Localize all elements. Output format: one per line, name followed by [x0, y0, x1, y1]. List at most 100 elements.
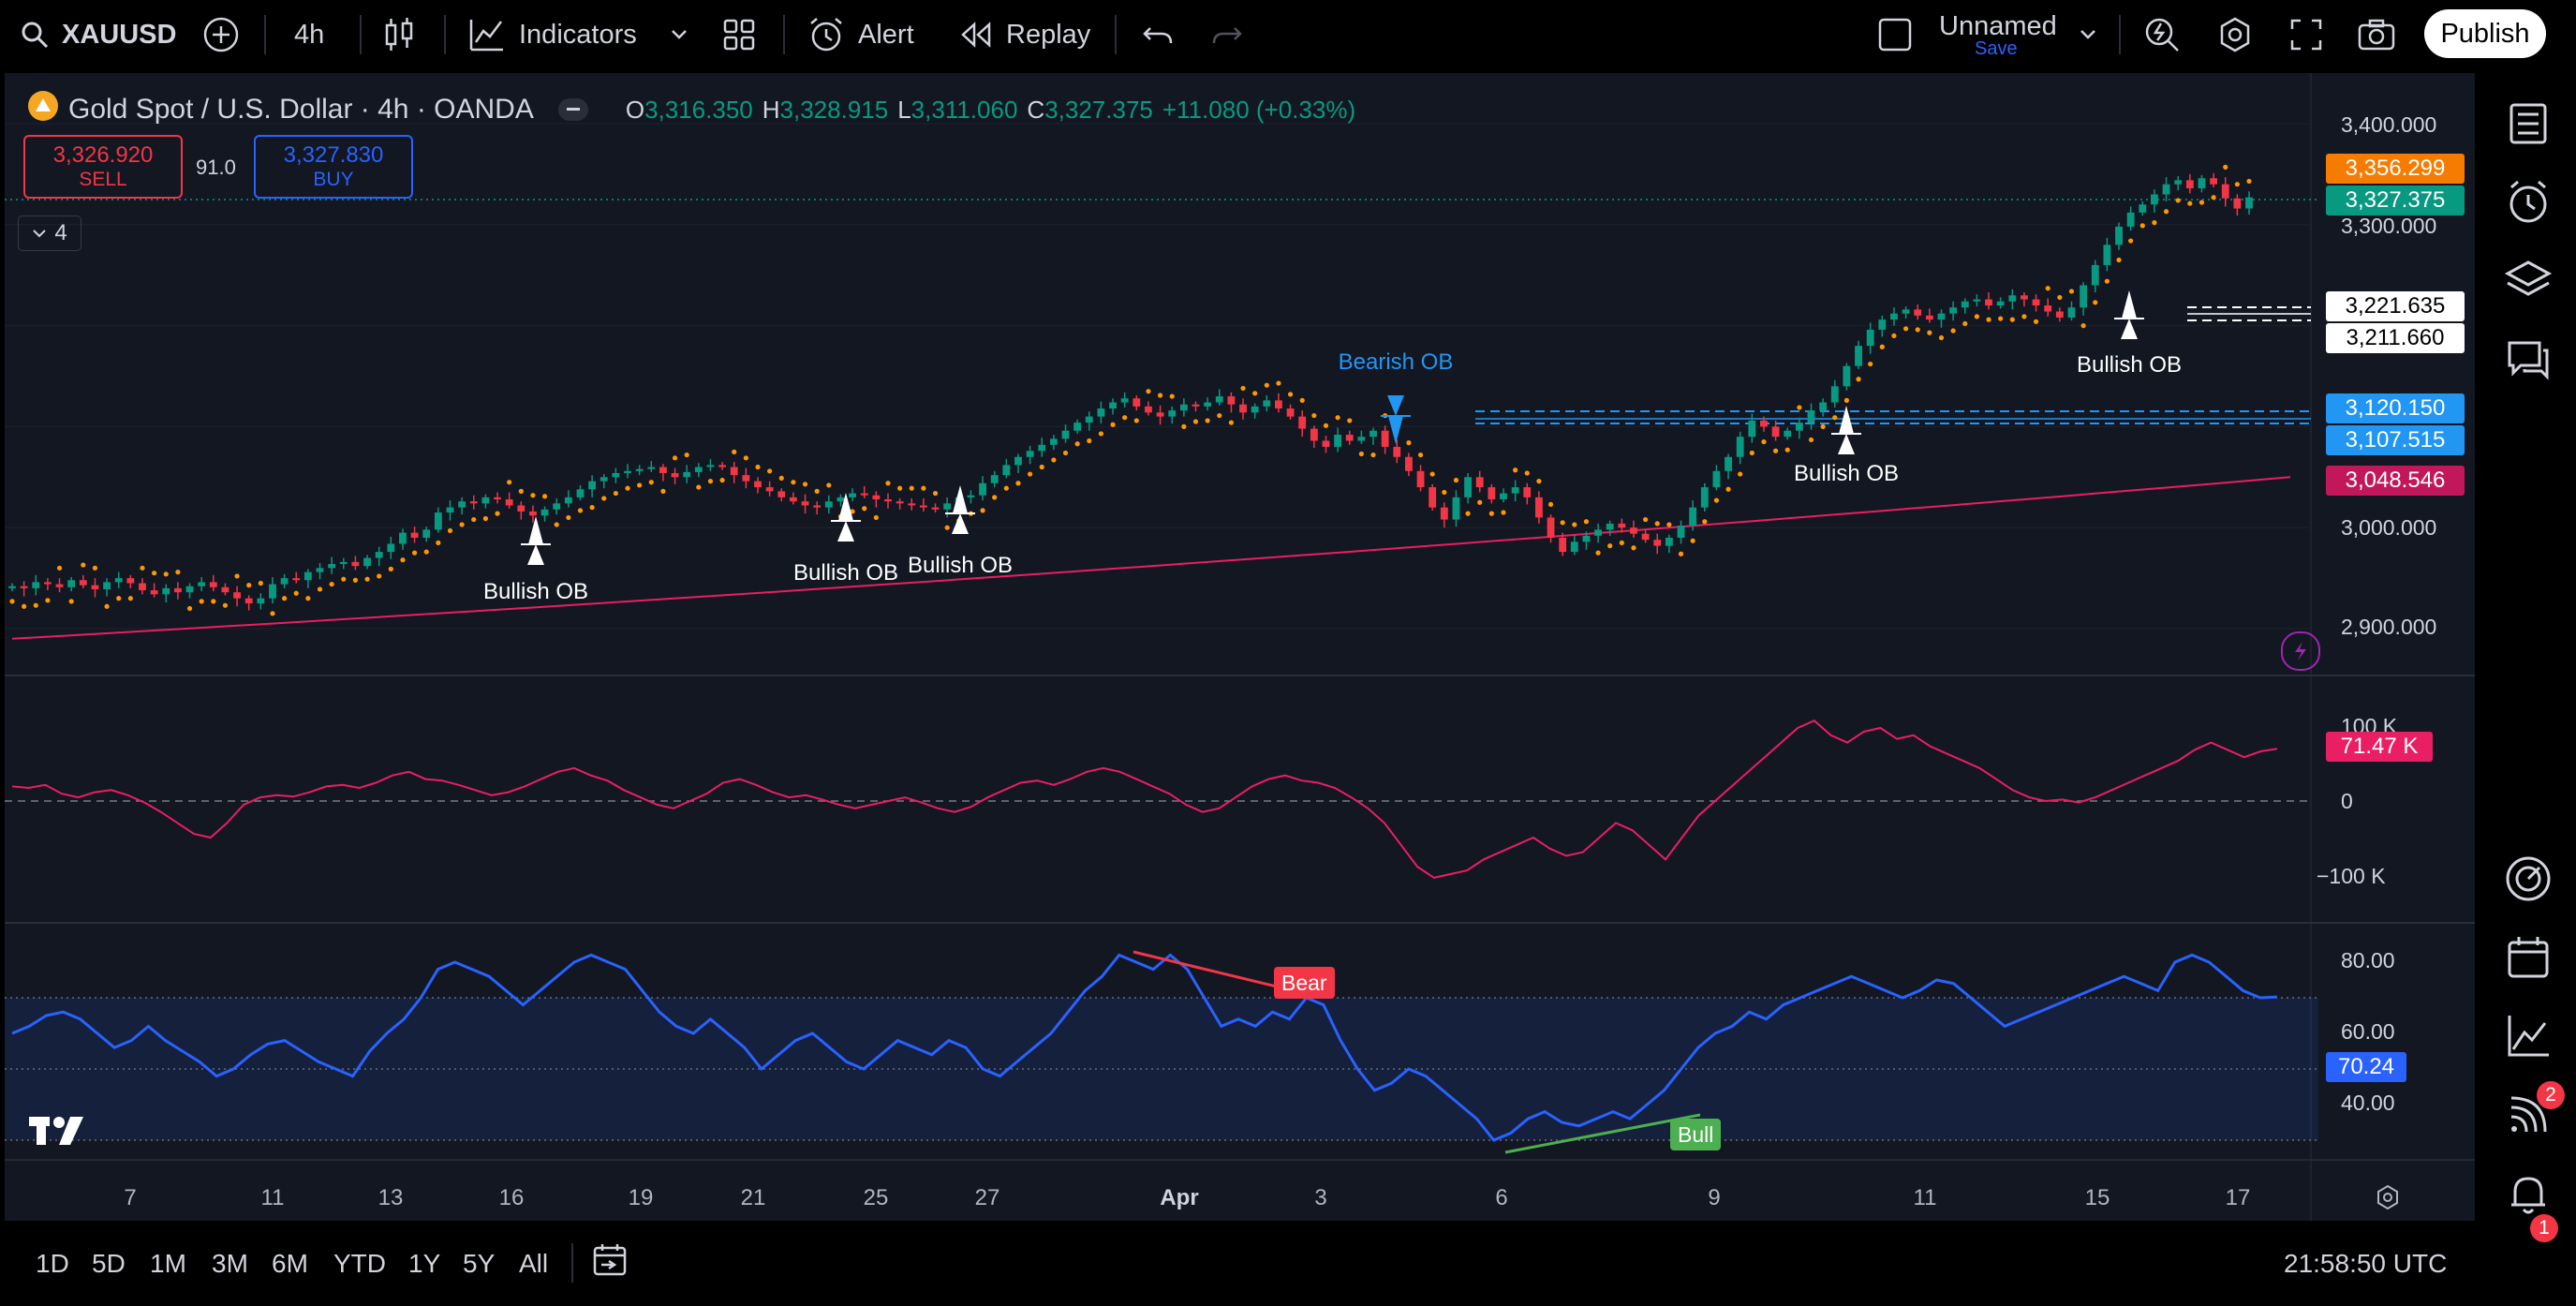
square-icon	[1877, 17, 1913, 52]
chat-icon[interactable]	[2502, 334, 2554, 386]
symbol-legend[interactable]: Gold Spot / U.S. Dollar · 4h · OANDA O3,…	[27, 90, 1355, 129]
time-axis-label: 16	[498, 1185, 525, 1210]
bear-signal-label: Bear	[1274, 967, 1335, 999]
sar-dot	[1276, 380, 1281, 386]
streams-icon[interactable]	[2502, 1089, 2554, 1141]
sar-dot	[1784, 447, 1790, 453]
compare-symbol-button[interactable]	[202, 0, 240, 69]
symbol-search[interactable]: XAUUSD	[21, 0, 176, 69]
candle-body	[1061, 430, 1070, 439]
tradingview-logo-icon[interactable]	[29, 1115, 89, 1151]
target-icon[interactable]	[2502, 853, 2554, 905]
axis-settings-icon[interactable]	[2375, 1184, 2401, 1215]
alerts-clock-icon[interactable]	[2502, 176, 2554, 229]
candle-body	[2032, 299, 2040, 306]
sar-dot	[175, 570, 181, 575]
indicators-button[interactable]: Indicators	[468, 0, 637, 69]
sar-dot	[1583, 519, 1590, 525]
candle-body	[2221, 184, 2229, 199]
undo-button[interactable]	[1141, 0, 1175, 69]
sar-dot	[541, 494, 548, 499]
layout-checkbox[interactable]	[1877, 0, 1913, 69]
sell-price: 3,326.920	[52, 142, 154, 168]
chart-type-button[interactable]	[382, 0, 416, 69]
watchlist-icon[interactable]	[2502, 97, 2554, 150]
ohlc-values: O3,316.350 H3,328.915 L3,311.060 C3,327.…	[625, 95, 1356, 124]
candle-body	[967, 495, 975, 497]
candle-body	[1310, 428, 1318, 441]
sar-dot	[2234, 182, 2240, 187]
sar-dot	[2045, 286, 2050, 291]
alert-button[interactable]: Alert	[807, 0, 914, 69]
rsi-value-tag: 70.24	[2326, 1052, 2406, 1082]
candle-body	[8, 586, 16, 588]
candle-body	[919, 505, 927, 508]
candle-body	[1109, 402, 1117, 408]
candle-body	[1641, 533, 1650, 541]
bull-signal-label: Bull	[1670, 1119, 1722, 1150]
sar-dot	[873, 514, 879, 521]
indicators-dropdown[interactable]	[671, 0, 688, 69]
notifications-bell-icon[interactable]	[2502, 1167, 2554, 1220]
range-6m[interactable]: 6M	[272, 1248, 308, 1278]
candle-body	[1322, 440, 1330, 447]
lightning-icon[interactable]	[2281, 631, 2320, 671]
layout-dropdown[interactable]	[2080, 0, 2096, 69]
sar-dot	[850, 509, 855, 514]
indicators-collapse-button[interactable]: 4	[18, 215, 81, 251]
sar-dot	[2211, 195, 2216, 200]
replay-button[interactable]: Replay	[959, 0, 1090, 69]
fullscreen-button[interactable]	[2289, 0, 2323, 69]
layers-icon[interactable]	[2502, 255, 2554, 307]
interval-button[interactable]: 4h	[294, 0, 324, 69]
plus-circle-icon	[202, 16, 240, 53]
sar-dot	[1713, 497, 1720, 503]
sar-dot	[447, 527, 453, 534]
chart-area[interactable]: Gold Spot / U.S. Dollar · 4h · OANDA O3,…	[5, 73, 2475, 1221]
buy-button[interactable]: 3,327.830 BUY	[254, 135, 413, 199]
range-1d[interactable]: 1D	[36, 1248, 69, 1278]
candle-body	[162, 587, 170, 595]
go-to-date-button[interactable]	[592, 1221, 629, 1306]
publish-button[interactable]: Publish	[2424, 9, 2546, 58]
bullish-divergence-line	[1504, 1113, 1701, 1154]
rsi-levels	[5, 997, 2318, 1141]
sar-dot	[1051, 457, 1057, 463]
range-all[interactable]: All	[519, 1248, 549, 1278]
layout-templates-button[interactable]	[723, 0, 755, 69]
range-5y[interactable]: 5Y	[463, 1248, 496, 1278]
candle-body	[1464, 477, 1473, 497]
range-3m[interactable]: 3M	[212, 1248, 248, 1278]
range-1y[interactable]: 1Y	[408, 1248, 441, 1278]
redo-button[interactable]	[1210, 0, 1244, 69]
sar-dot	[601, 496, 607, 501]
candle-body	[1334, 435, 1342, 447]
sar-dot	[660, 488, 666, 494]
layout-save-label[interactable]: Save	[1975, 38, 2018, 59]
range-5d[interactable]: 5D	[92, 1248, 126, 1278]
chart-canvas[interactable]	[5, 73, 2475, 1221]
sar-dot	[1181, 423, 1187, 429]
sar-dot	[411, 550, 418, 556]
time-axis-label: Apr	[1160, 1185, 1199, 1210]
toolbar-divider	[444, 15, 446, 54]
quick-search-button[interactable]	[2143, 0, 2181, 69]
sar-dot	[732, 449, 737, 454]
clock[interactable]: 21:58:50 UTC	[2284, 1248, 2448, 1278]
sar-dot	[1252, 391, 1258, 396]
calendar-icon[interactable]	[2502, 931, 2554, 984]
sell-button[interactable]: 3,326.920 SELL	[23, 135, 183, 199]
chart-tools-icon[interactable]	[2502, 1010, 2554, 1062]
legend-options-button[interactable]	[557, 98, 588, 121]
time-axis-label: 13	[378, 1185, 404, 1210]
settings-button[interactable]	[2216, 0, 2254, 69]
candle-body	[990, 475, 999, 483]
sar-dot	[1962, 320, 1968, 327]
layout-name[interactable]: Unnamed	[1939, 0, 2057, 52]
range-1m[interactable]: 1M	[150, 1248, 186, 1278]
snapshot-button[interactable]	[2357, 0, 2396, 69]
sar-dot	[696, 484, 702, 490]
range-ytd[interactable]: YTD	[333, 1248, 386, 1278]
sar-dot	[2104, 278, 2110, 284]
sar-dot	[719, 477, 725, 483]
